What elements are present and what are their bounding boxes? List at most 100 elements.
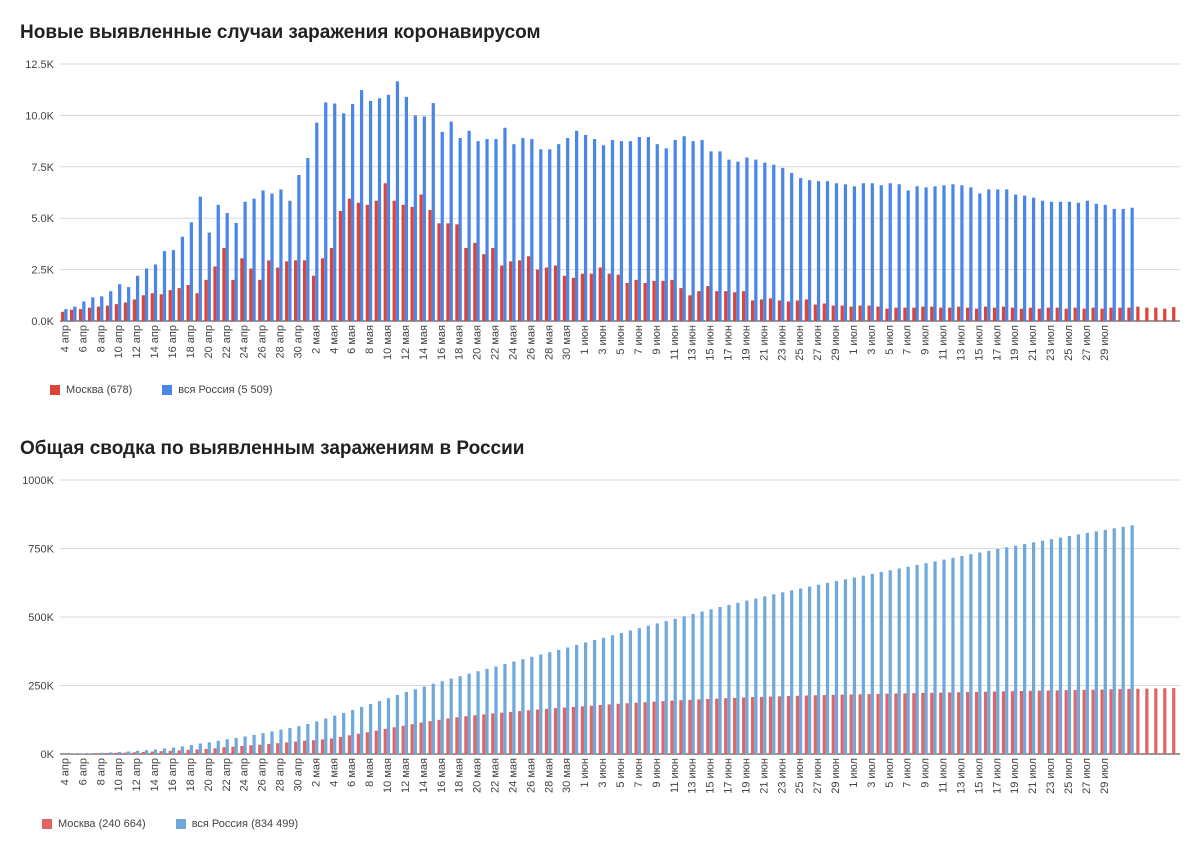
bar-russia (207, 232, 211, 321)
bar-moscow (383, 728, 387, 754)
bar-russia (458, 676, 462, 754)
bar-moscow (276, 267, 280, 321)
bar-moscow (670, 279, 674, 321)
legend: Москва (240 664) вся Россия (834 499) (42, 818, 328, 830)
bar-moscow (1109, 307, 1113, 321)
bar-moscow (589, 273, 593, 321)
x-tick-label: 24 мая (508, 758, 520, 793)
bar-moscow (795, 695, 800, 754)
bar-moscow (1019, 308, 1024, 321)
x-tick-label: 22 мая (490, 758, 502, 793)
bar-moscow (1073, 689, 1077, 754)
y-tick-label: 500K (28, 612, 54, 624)
bar-moscow (1037, 308, 1041, 321)
bar-moscow (222, 248, 226, 321)
bar-russia (288, 200, 292, 321)
x-tick-label: 4 мая (328, 325, 340, 354)
bar-russia (530, 139, 534, 321)
bar-russia (225, 739, 229, 754)
bar-moscow (1145, 688, 1149, 754)
bar-russia (790, 172, 794, 321)
x-tick-label: 16 апр (167, 325, 179, 358)
bar-russia (1005, 189, 1009, 321)
x-tick-label: 20 апр (203, 758, 215, 791)
bar-moscow (383, 183, 387, 321)
bar-russia (351, 104, 355, 321)
bar-moscow (813, 304, 817, 321)
bar-moscow (294, 260, 298, 321)
bar-russia (1067, 536, 1072, 754)
bar-russia (897, 568, 901, 754)
bar-russia (127, 751, 131, 754)
bar-russia (395, 81, 400, 322)
bar-moscow (822, 695, 826, 754)
bar-russia (601, 145, 606, 321)
bar-moscow (912, 307, 916, 321)
bar-moscow (168, 290, 172, 321)
bar-moscow (356, 733, 360, 754)
bar-moscow (742, 291, 746, 321)
bar-russia (745, 157, 749, 321)
bar-moscow (1055, 307, 1059, 321)
x-tick-label: 4 апр (60, 325, 72, 352)
x-tick-label: 23 июл (1045, 325, 1057, 361)
bar-russia (297, 726, 301, 754)
bar-moscow (939, 692, 943, 754)
x-tick-label: 6 мая (346, 325, 358, 354)
bar-russia (449, 678, 453, 754)
bar-russia (127, 287, 131, 321)
bar-russia (82, 753, 86, 754)
bar-moscow (724, 698, 728, 754)
x-tick-label: 12 апр (131, 325, 143, 358)
bar-moscow (1136, 306, 1140, 321)
bar-russia (996, 189, 1000, 321)
bar-moscow (159, 294, 163, 321)
bar-moscow (912, 693, 916, 754)
legend-item-moscow: Москва (240 664) (42, 818, 146, 830)
bar-moscow (903, 307, 907, 321)
bar-moscow (464, 716, 468, 754)
bar-russia (198, 743, 202, 754)
bar-russia (207, 742, 211, 754)
bar-russia (521, 659, 525, 754)
bar-russia (109, 752, 113, 754)
bar-russia (978, 193, 982, 321)
y-tick-label: 250K (28, 681, 54, 693)
bar-moscow (858, 305, 862, 321)
bar-moscow (831, 694, 835, 754)
x-tick-label: 27 июл (1081, 325, 1093, 361)
bar-russia (718, 607, 722, 754)
bar-moscow (294, 741, 298, 754)
bar-russia (449, 121, 453, 321)
bar-moscow (751, 697, 755, 754)
bar-russia (386, 698, 391, 754)
x-tick-label: 28 апр (275, 325, 287, 358)
bar-russia (709, 151, 713, 321)
bar-moscow (607, 273, 611, 321)
bar-russia (198, 196, 202, 321)
bar-moscow (186, 749, 190, 754)
bar-russia (162, 748, 167, 754)
bar-russia (153, 264, 158, 321)
bar-moscow (983, 306, 988, 321)
x-tick-label: 8 мая (364, 325, 376, 354)
bar-russia (870, 573, 874, 754)
bar-moscow (688, 699, 692, 754)
bar-moscow (975, 691, 979, 754)
bar-moscow (1082, 308, 1086, 321)
bar-russia (503, 127, 507, 322)
bar-moscow (500, 265, 504, 321)
bar-russia (682, 616, 686, 754)
bar-moscow (464, 248, 468, 321)
bar-moscow (670, 700, 674, 754)
bar-moscow (724, 291, 728, 321)
bar-russia (324, 102, 328, 321)
x-tick-label: 1 июл (848, 325, 860, 355)
bar-moscow (70, 309, 74, 321)
bar-russia (216, 204, 220, 321)
y-tick-label: 750K (28, 544, 54, 556)
x-tick-label: 27 июл (1081, 758, 1093, 794)
x-tick-label: 11 июл (938, 325, 950, 360)
bar-moscow (428, 209, 432, 321)
bar-moscow (894, 693, 898, 754)
